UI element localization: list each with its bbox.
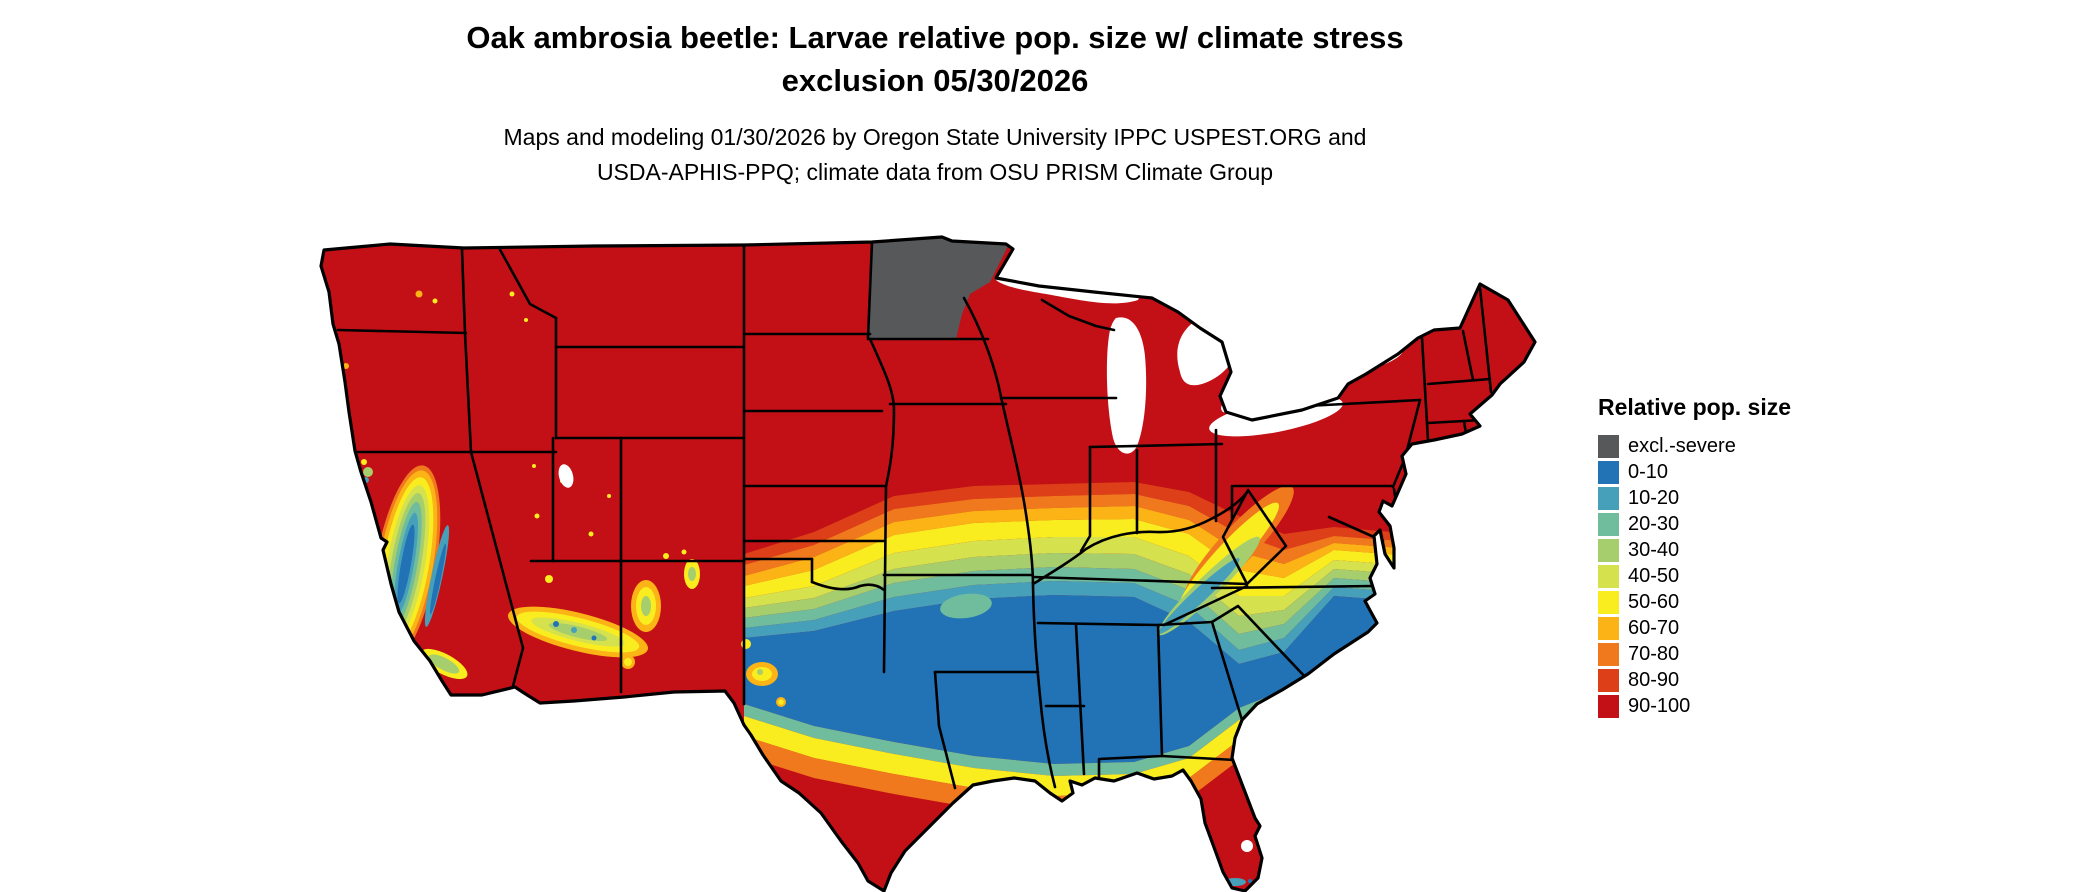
map-subtitle-line1: Maps and modeling 01/30/2026 by Oregon S…: [503, 124, 1367, 150]
new-mexico-patch: [621, 559, 700, 669]
map-title: Oak ambrosia beetle: Larvae relative pop…: [0, 16, 1870, 102]
minnesota-exclusion-region: [868, 237, 1008, 339]
gulf-band-20-30: [744, 678, 1479, 776]
legend-item-50-60: 50-60: [1598, 589, 1898, 615]
legend-label: excl.-severe: [1628, 435, 1736, 457]
legend-swatch-50-60: [1598, 590, 1619, 614]
legend-swatch-80-90: [1598, 668, 1619, 692]
map-title-line2: exclusion 05/30/2026: [781, 63, 1089, 98]
map-subtitle: Maps and modeling 01/30/2026 by Oregon S…: [0, 120, 1870, 190]
legend-item-0-10: 0-10: [1598, 459, 1898, 485]
legend-swatch-30-40: [1598, 538, 1619, 562]
legend-swatch-90-100: [1598, 694, 1619, 718]
legend-swatch-10-20: [1598, 486, 1619, 510]
band-0-10: [744, 595, 1479, 764]
west-texas-patch: [741, 639, 786, 707]
state-borders: [336, 240, 1493, 790]
legend-item-70-80: 70-80: [1598, 641, 1898, 667]
legend-label: 50-60: [1628, 591, 1680, 613]
band-80-90: [744, 482, 1479, 565]
band-10-20: [744, 581, 1479, 664]
legend-item-40-50: 40-50: [1598, 563, 1898, 589]
legend-label: 60-70: [1628, 617, 1680, 639]
legend-item-90-100: 90-100: [1598, 693, 1898, 719]
map-legend: Relative pop. size excl.-severe 0-10 10-…: [1598, 394, 1898, 719]
legend-swatch-excl-severe: [1598, 434, 1619, 458]
legend-label: 0-10: [1628, 461, 1669, 483]
legend-item-20-30: 20-30: [1598, 511, 1898, 537]
legend-item-10-20: 10-20: [1598, 485, 1898, 511]
legend-swatch-20-30: [1598, 512, 1619, 536]
legend-swatch-70-80: [1598, 642, 1619, 666]
band-30-40: [744, 553, 1479, 634]
legend-label: 80-90: [1628, 669, 1680, 691]
lake-michigan: [1106, 317, 1147, 454]
map-subtitle-line2: USDA-APHIS-PPQ; climate data from OSU PR…: [596, 159, 1274, 185]
legend-label: 70-80: [1628, 643, 1680, 665]
legend-swatch-60-70: [1598, 616, 1619, 640]
legend-label: 10-20: [1628, 487, 1680, 509]
us-map: [319, 235, 1537, 892]
legend-label: 40-50: [1628, 565, 1680, 587]
legend-label: 90-100: [1628, 695, 1691, 717]
band-70-80: [744, 494, 1479, 576]
band-40-50: [744, 537, 1479, 616]
legend-label: 20-30: [1628, 513, 1680, 535]
legend-label: 30-40: [1628, 539, 1680, 561]
legend-item-30-40: 30-40: [1598, 537, 1898, 563]
legend-swatch-40-50: [1598, 564, 1619, 588]
map-title-line1: Oak ambrosia beetle: Larvae relative pop…: [466, 20, 1404, 55]
ozark-patch: [940, 593, 992, 619]
legend-title: Relative pop. size: [1598, 394, 1792, 420]
california-patch: [361, 459, 468, 680]
band-50-60: [744, 519, 1479, 598]
legend-item-60-70: 60-70: [1598, 615, 1898, 641]
map-fill-layer: [321, 237, 1535, 891]
band-60-70: [744, 506, 1479, 586]
legend-item-80-90: 80-90: [1598, 667, 1898, 693]
legend-swatch-0-10: [1598, 460, 1619, 484]
us-outline: [319, 235, 1537, 892]
arizona-patch: [507, 575, 649, 658]
legend-item-excl-severe: excl.-severe: [1598, 433, 1898, 459]
great-salt-lake: [558, 464, 574, 488]
lake-okeechobee: [1241, 840, 1253, 852]
band-20-30: [744, 567, 1479, 650]
